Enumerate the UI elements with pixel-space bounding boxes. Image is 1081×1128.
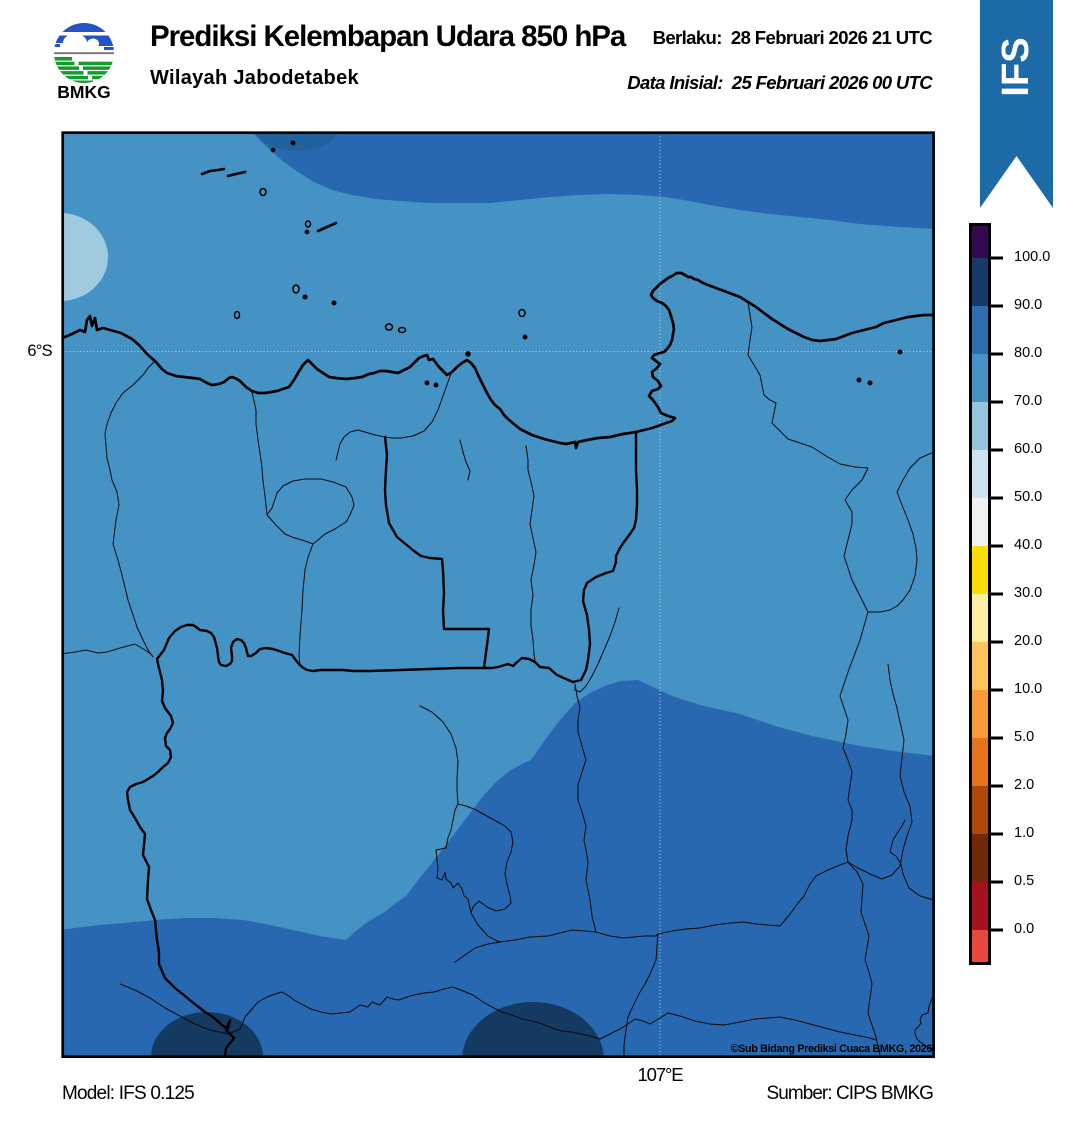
svg-text:IFS: IFS xyxy=(995,37,1037,96)
svg-text:BMKG: BMKG xyxy=(57,82,110,101)
